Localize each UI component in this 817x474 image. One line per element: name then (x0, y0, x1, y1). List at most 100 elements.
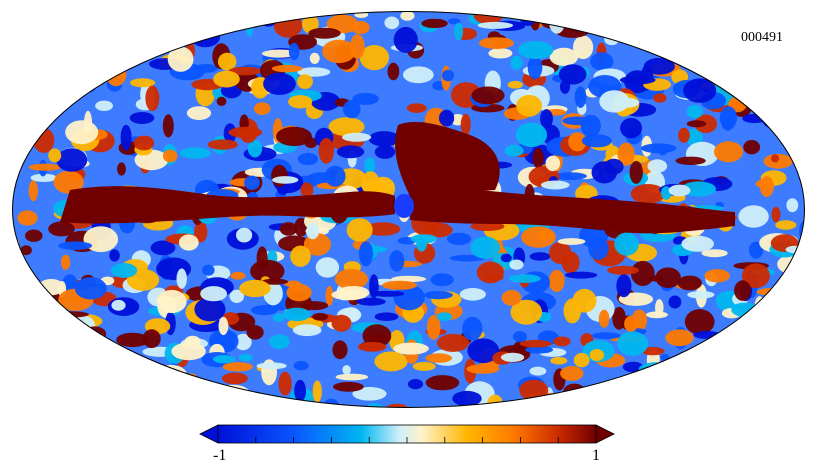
fluctuation-blob (230, 271, 246, 280)
fluctuation-blob (12, 60, 30, 70)
fluctuation-blob (548, 11, 566, 34)
fluctuation-blob (604, 13, 625, 31)
fluctuation-blob (723, 50, 738, 70)
fluctuation-blob (630, 260, 655, 286)
fluctuation-blob (402, 66, 434, 84)
fluctuation-blob (727, 327, 738, 336)
fluctuation-blob (532, 147, 544, 169)
fluctuation-blob (752, 367, 783, 383)
fluctuation-blob (546, 393, 561, 408)
fluctuation-blob (649, 366, 673, 375)
fluctuation-blob (693, 383, 707, 405)
fluctuation-blob (368, 131, 400, 147)
fluctuation-blob (684, 309, 715, 335)
fluctuation-blob (716, 11, 731, 30)
fluctuation-blob (675, 156, 706, 165)
fluctuation-blob (630, 184, 666, 204)
fluctuation-blob (765, 356, 788, 365)
fluctuation-blob (336, 145, 365, 159)
fluctuation-blob (111, 263, 138, 278)
fluctuation-blob (726, 49, 759, 74)
fluctuation-blob (12, 49, 28, 72)
fluctuation-blob (389, 250, 405, 272)
fluctuation-blob (297, 152, 318, 166)
fluctuation-blob (719, 106, 738, 130)
fluctuation-blob (236, 227, 253, 243)
fluctuation-blob (640, 372, 656, 393)
fluctuation-blob (471, 86, 505, 105)
fluctuation-blob (422, 222, 453, 238)
fluctuation-blob (162, 114, 174, 138)
fluctuation-blob (63, 335, 80, 347)
fluctuation-blob (95, 100, 113, 112)
fluctuation-blob (374, 351, 408, 372)
fluctuation-blob (515, 122, 548, 148)
fluctuation-blob (167, 46, 194, 72)
fluctuation-blob (126, 11, 156, 22)
fluctuation-blob (540, 180, 570, 190)
fluctuation-blob (82, 11, 94, 21)
fluctuation-blob (678, 127, 690, 143)
fluctuation-blob (48, 148, 62, 163)
fluctuation-blob (775, 220, 797, 230)
fluctuation-blob (38, 25, 75, 37)
fluctuation-blob (500, 253, 512, 263)
fluctuation-blob (213, 70, 240, 88)
fluctuation-blob (85, 42, 111, 61)
fluctuation-blob (611, 397, 633, 408)
fluctuation-blob (771, 206, 781, 223)
fluctuation-blob (563, 298, 582, 324)
fluctuation-blob (273, 13, 303, 38)
fluctuation-blob (639, 373, 658, 383)
fluctuation-blob (640, 143, 677, 154)
fluctuation-blob (645, 31, 667, 42)
fluctuation-blob (58, 82, 69, 108)
fluctuation-blob (322, 39, 356, 64)
fluctuation-blob (568, 132, 587, 152)
fluctuation-blob (17, 210, 38, 226)
fluctuation-blob (33, 127, 55, 153)
fluctuation-blob (477, 21, 514, 29)
fluctuation-blob (598, 309, 610, 328)
fluctuation-blob (756, 287, 792, 296)
fluctuation-blob (176, 268, 187, 289)
fluctuation-blob (508, 274, 541, 283)
fluctuation-blob (767, 91, 797, 102)
colorbar-max-label: 1 (592, 447, 600, 464)
fluctuation-blob (599, 11, 635, 29)
fluctuation-blob (787, 81, 801, 104)
fluctuation-blob (74, 333, 99, 346)
fluctuation-blob (507, 80, 523, 89)
fluctuation-blob (179, 147, 211, 159)
fluctuation-blob (557, 238, 586, 245)
fluctuation-blob (53, 170, 84, 194)
fluctuation-blob (591, 332, 621, 340)
fluctuation-blob (51, 346, 75, 370)
fluctuation-blob (713, 141, 744, 163)
fluctuation-blob (74, 363, 111, 387)
fluctuation-blob (288, 42, 300, 61)
fluctuation-blob (694, 377, 719, 401)
fluctuation-blob (187, 398, 221, 408)
fluctuation-blob (731, 302, 759, 317)
fluctuation-blob (147, 11, 179, 28)
fluctuation-blob (742, 13, 767, 29)
fluctuation-blob (588, 237, 609, 260)
fluctuation-blob (90, 11, 102, 34)
fluctuation-blob (686, 104, 703, 119)
fluctuation-blob (67, 46, 104, 64)
fluctuation-blob (738, 205, 769, 228)
fluctuation-blob (323, 398, 340, 408)
fluctuation-blob (622, 361, 644, 373)
fluctuation-blob (391, 275, 427, 283)
fluctuation-blob (343, 100, 361, 119)
fluctuation-blob (43, 82, 62, 106)
fluctuation-blob (292, 324, 322, 337)
fluctuation-blob (37, 374, 47, 387)
fluctuation-blob (228, 126, 263, 138)
fluctuation-blob (509, 259, 524, 270)
fluctuation-blob (683, 78, 717, 103)
fluctuation-blob (537, 392, 565, 408)
fluctuation-blob (326, 14, 358, 34)
fluctuation-blob (476, 261, 504, 284)
